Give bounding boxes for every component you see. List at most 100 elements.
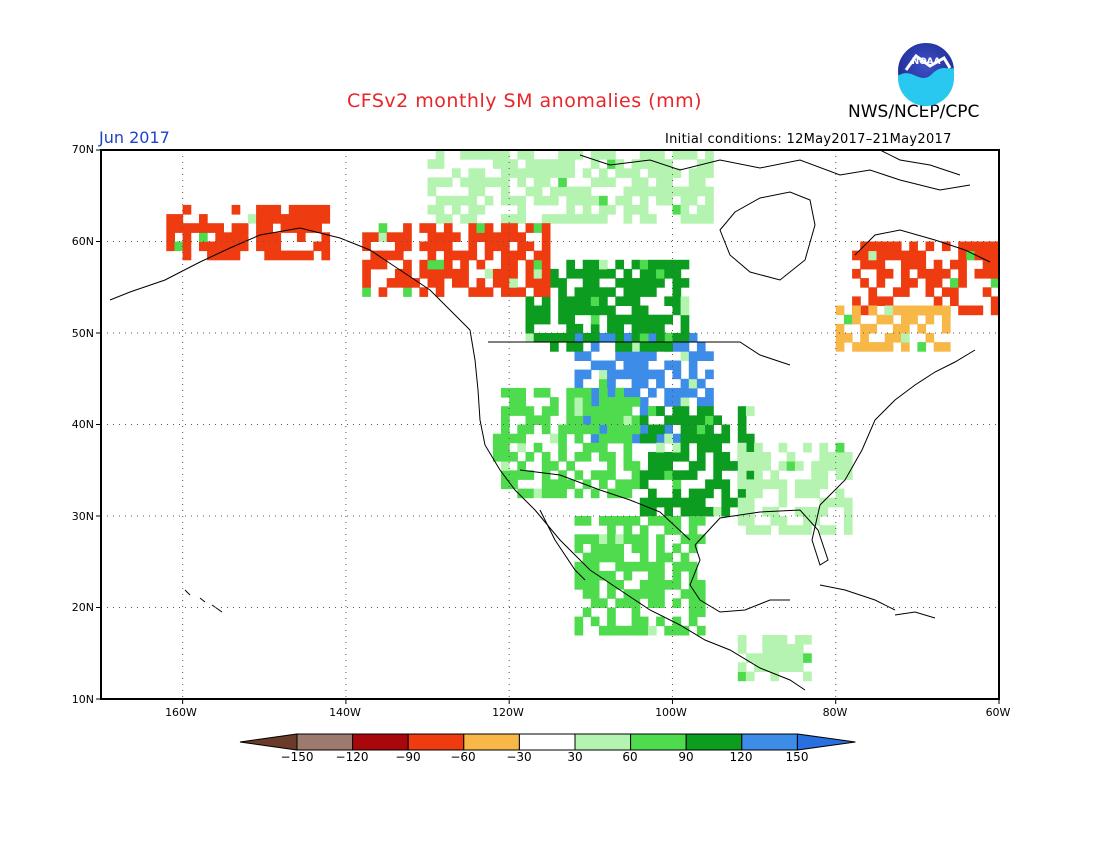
anomaly-cell <box>974 305 984 316</box>
anomaly-cell <box>509 452 518 462</box>
anomaly-cell <box>599 406 608 416</box>
anomaly-cell <box>566 268 575 279</box>
anomaly-cell <box>631 204 641 215</box>
anomaly-cell <box>615 543 624 554</box>
anomaly-cell <box>794 644 804 654</box>
anomaly-cell <box>558 452 567 462</box>
anomaly-cell <box>901 250 910 261</box>
anomaly-cell <box>541 250 551 261</box>
anomaly-cell <box>533 223 543 233</box>
anomaly-cell <box>541 305 551 316</box>
anomaly-cell <box>656 268 665 279</box>
anomaly-cell <box>909 305 918 316</box>
anomaly-cell <box>427 232 437 242</box>
anomaly-cell <box>599 296 608 306</box>
anomaly-cell <box>215 241 224 252</box>
anomaly-cell <box>933 305 943 316</box>
anomaly-cell <box>558 159 567 169</box>
anomaly-cell <box>574 287 584 297</box>
anomaly-cell <box>680 561 690 572</box>
anomaly-cell <box>590 488 600 499</box>
anomaly-cell <box>599 543 608 554</box>
anomaly-cell <box>615 424 624 435</box>
anomaly-cell <box>778 479 788 490</box>
anomaly-cell <box>631 616 641 627</box>
anomaly-cell <box>590 333 600 343</box>
anomaly-cell <box>982 259 992 270</box>
anomaly-cell <box>615 168 624 178</box>
anomaly-cell <box>680 351 690 361</box>
anomaly-cell <box>876 278 886 288</box>
anomaly-cell <box>264 241 273 252</box>
anomaly-cell <box>672 452 682 462</box>
anomaly-cell <box>403 232 412 242</box>
anomaly-cell <box>443 195 453 206</box>
anomaly-cell <box>541 278 551 288</box>
anomaly-cell <box>623 296 633 306</box>
anomaly-cell <box>476 204 486 215</box>
anomaly-cell <box>680 625 690 636</box>
anomaly-cell <box>582 287 592 297</box>
anomaly-cell <box>541 387 551 398</box>
anomaly-cell <box>607 369 616 380</box>
anomaly-cell <box>541 424 551 435</box>
anomaly-cell <box>435 214 445 224</box>
anomaly-cell <box>599 378 608 389</box>
anomaly-cell <box>648 488 657 499</box>
anomaly-cell <box>231 241 241 252</box>
anomaly-cell <box>835 323 845 334</box>
anomaly-cell <box>696 580 706 590</box>
anomaly-cell <box>688 461 698 471</box>
anomaly-cell <box>541 287 551 297</box>
anomaly-cell <box>819 452 829 462</box>
anomaly-cell <box>525 268 535 279</box>
anomaly-cell <box>590 580 600 590</box>
anomaly-cell <box>631 259 641 270</box>
anomaly-cell <box>574 516 584 526</box>
anomaly-cell <box>958 268 967 279</box>
anomaly-cell <box>672 616 682 627</box>
anomaly-cell <box>648 625 657 636</box>
anomaly-cell <box>476 232 486 242</box>
anomaly-cell <box>403 268 412 279</box>
anomaly-cell <box>680 387 690 398</box>
anomaly-cell <box>835 470 845 480</box>
anomaly-cell <box>892 333 902 343</box>
anomaly-cell <box>607 607 616 618</box>
anomaly-cell <box>623 360 633 371</box>
anomaly-cell <box>664 525 673 535</box>
anomaly-cell <box>468 177 478 188</box>
anomaly-cell <box>843 516 853 526</box>
anomaly-cell <box>696 598 706 608</box>
noaa-logo-text: NOAA <box>912 57 941 67</box>
anomaly-cell <box>819 479 829 490</box>
anomaly-cell <box>721 488 731 499</box>
anomaly-cell <box>811 470 820 480</box>
anomaly-cell <box>509 387 518 398</box>
anomaly-cell <box>574 433 584 444</box>
anomaly-cell <box>590 278 600 288</box>
anomaly-cell <box>566 204 575 215</box>
anomaly-cell <box>909 314 918 325</box>
anomaly-cell <box>696 159 706 169</box>
anomaly-cell <box>664 168 673 178</box>
colorbar-label-m60: −60 <box>450 750 476 764</box>
anomaly-cell <box>892 241 902 252</box>
anomaly-cell <box>541 223 551 233</box>
anomaly-cell <box>639 552 649 563</box>
anomaly-cell <box>631 287 641 297</box>
anomaly-cell <box>582 195 592 206</box>
anomaly-cell <box>860 342 869 352</box>
anomaly-cell <box>582 516 592 526</box>
anomaly-cell <box>280 214 290 224</box>
anomaly-cell <box>541 168 551 178</box>
anomaly-cell <box>803 653 812 663</box>
anomaly-cell <box>574 625 584 636</box>
anomaly-cell <box>688 214 698 224</box>
anomaly-cell <box>574 488 584 499</box>
anomaly-cell <box>378 232 388 242</box>
anomaly-cell <box>296 232 306 242</box>
lat-label-60n: 60N <box>71 235 94 248</box>
anomaly-cell <box>525 259 535 270</box>
anomaly-cell <box>656 534 665 544</box>
